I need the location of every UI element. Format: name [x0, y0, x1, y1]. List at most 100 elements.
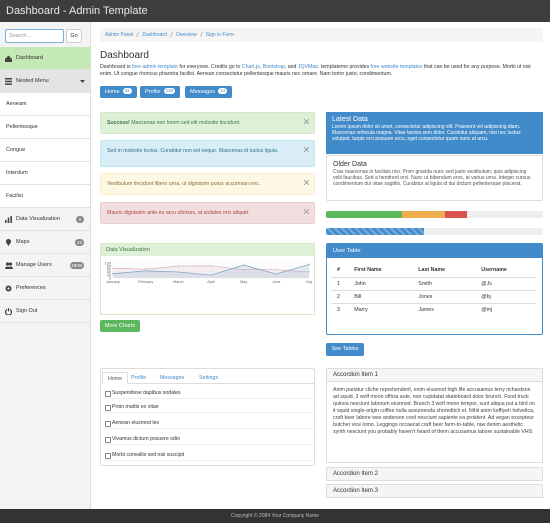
menu-label: Preferences: [16, 285, 46, 291]
breadcrumb: Admin Panel Dashboard Overview Sign in Form: [100, 28, 543, 42]
tab[interactable]: Home: [102, 372, 129, 384]
user-table: # First Name Last Name Username 1 John Smith @…: [331, 264, 536, 316]
latest-text: Lorem ipsum dolor sit amet, consectetur …: [332, 124, 521, 142]
alert-danger: Mauris dignissim ante eu arcu ultricies,…: [100, 202, 315, 224]
pill-button[interactable]: Profile 120: [140, 86, 181, 98]
alert-text: Mauris dignissim ante eu arcu ultricies,…: [107, 210, 250, 216]
menu-label: Dashboard: [16, 55, 43, 61]
x-tick-label: May: [240, 280, 247, 284]
menu-item[interactable]: Sign Out: [0, 300, 90, 323]
pill-badge: 32: [122, 88, 132, 94]
button[interactable]: More Charts: [100, 320, 140, 332]
text: for everyone. Credits go to: [177, 64, 242, 70]
menu-badge: NEW: [69, 262, 84, 269]
menu-label: Interdum: [6, 170, 28, 176]
checkbox-item[interactable]: Proin mattis ex vitae: [102, 402, 313, 413]
progress-segment: [445, 211, 468, 218]
point: [307, 263, 311, 266]
cell: John: [348, 276, 413, 290]
crumb[interactable]: Dashboard: [137, 32, 166, 38]
cell: @mj: [475, 302, 536, 316]
button-label: See Tables: [331, 346, 359, 352]
menu-item[interactable]: Facilisi: [0, 185, 90, 208]
crumb[interactable]: Admin Panel: [105, 32, 134, 38]
accordion-header[interactable]: Accordion Item 2: [326, 467, 543, 481]
icon: [5, 262, 13, 269]
latest-data: Latest Data Lorem ipsum dolor sit amet, …: [326, 112, 543, 154]
pill-label: Home: [105, 89, 120, 95]
alert-warning: Vestibulum tincidunt libero urna, ut dig…: [100, 173, 315, 195]
icon: [5, 78, 12, 85]
crumb[interactable]: Sign in Form: [201, 32, 234, 38]
crumb[interactable]: Overview: [171, 32, 197, 38]
pill-badge: 120: [163, 88, 176, 94]
search-button[interactable]: Go: [66, 29, 82, 43]
menu-item[interactable]: Preferences: [0, 277, 90, 300]
pill-button[interactable]: Messages 14: [185, 86, 233, 98]
point: [111, 267, 115, 270]
pill-button[interactable]: Home 32: [100, 86, 137, 98]
menu-item[interactable]: Data Visualization 0: [0, 208, 90, 231]
footer: Copyright © 2084 Your Company Name: [0, 509, 550, 523]
menu-item[interactable]: Dashboard: [0, 47, 90, 70]
checkbox-item[interactable]: Suspendisse dapibus sodales: [102, 388, 313, 399]
cell: 3: [331, 302, 349, 316]
text: , and: [284, 64, 298, 70]
close-icon[interactable]: [304, 209, 309, 214]
point: [144, 269, 147, 272]
accordion-header[interactable]: Accordion Item 1: [326, 368, 543, 382]
menu-label: Maps: [16, 239, 30, 245]
accordion-header[interactable]: Accordion Item 3: [326, 484, 543, 498]
link[interactable]: free admin template: [132, 64, 178, 70]
column-header: Last Name: [412, 264, 476, 278]
close-icon[interactable]: [304, 180, 309, 185]
cell: @bj: [475, 289, 536, 303]
menu-item[interactable]: Congue: [0, 139, 90, 162]
latest-title: Latest Data: [332, 116, 368, 123]
menu-item[interactable]: Manage Users NEW: [0, 254, 90, 277]
link[interactable]: Bootstrap: [262, 64, 285, 70]
tab[interactable]: Settings: [199, 375, 219, 381]
table-row: 1 John Smith @Js: [331, 276, 536, 290]
menu-item[interactable]: Aeneam: [0, 93, 90, 116]
alert-strong: Success!: [107, 120, 130, 126]
point: [209, 264, 213, 268]
older-title: Older Data: [333, 161, 367, 168]
close-icon[interactable]: [304, 147, 309, 152]
caret: [80, 80, 85, 83]
tab[interactable]: Profile: [131, 375, 147, 381]
menu-item[interactable]: Nested Menu: [0, 70, 90, 93]
text: . templatemo provides: [318, 64, 371, 70]
menu-item[interactable]: Pellentesque: [0, 116, 90, 139]
accordion-body: Anim pariatur cliche reprehenderit, enim…: [326, 382, 543, 463]
link[interactable]: Chart.js: [241, 64, 260, 70]
tab[interactable]: Messages: [160, 375, 185, 381]
checkbox-item[interactable]: Aenean eiusmod leo: [102, 418, 313, 429]
link[interactable]: JQVMap: [297, 64, 319, 70]
menu-item[interactable]: Maps 42: [0, 231, 90, 254]
x-tick-label: June: [272, 280, 280, 284]
y-tick-label: 80: [107, 265, 111, 269]
cell: Marry: [348, 302, 413, 316]
text: ,: [259, 64, 263, 70]
user-table-panel: User Table # First Name Last Name Username …: [326, 243, 543, 335]
checkbox-item[interactable]: Vivamus dictum posuere odio: [102, 434, 313, 445]
menu-badge: 0: [76, 216, 84, 223]
link[interactable]: free website templates: [370, 64, 423, 70]
tabs-divider: [101, 383, 314, 384]
menu-label: Facilisi: [6, 193, 23, 199]
search-input[interactable]: Search...: [5, 29, 64, 43]
cell: @Js: [475, 276, 536, 290]
close-icon[interactable]: [304, 119, 309, 124]
cell: Jones: [412, 289, 476, 303]
menu-badge: 42: [74, 239, 84, 246]
panel-title: User Table: [327, 244, 542, 258]
menu-label: Aeneam: [6, 101, 27, 107]
cell: 1: [331, 276, 349, 290]
icon: [5, 216, 12, 223]
x-tick-label: March: [173, 280, 184, 284]
button[interactable]: See Tables: [326, 343, 364, 356]
menu-item[interactable]: Interdum: [0, 162, 90, 185]
checkbox-item[interactable]: Morbi convallis sed nisi suscipit: [102, 450, 313, 461]
